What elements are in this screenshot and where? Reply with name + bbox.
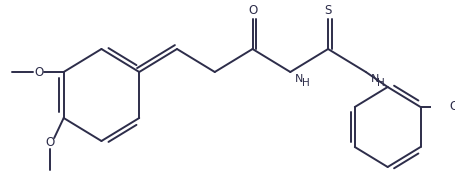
Text: S: S: [324, 3, 332, 17]
Text: N: N: [370, 74, 379, 84]
Text: N: N: [295, 74, 303, 84]
Text: O: O: [46, 136, 55, 148]
Text: O: O: [35, 65, 44, 79]
Text: O: O: [449, 100, 455, 113]
Text: H: H: [377, 78, 385, 88]
Text: O: O: [248, 3, 257, 17]
Text: H: H: [302, 78, 309, 88]
